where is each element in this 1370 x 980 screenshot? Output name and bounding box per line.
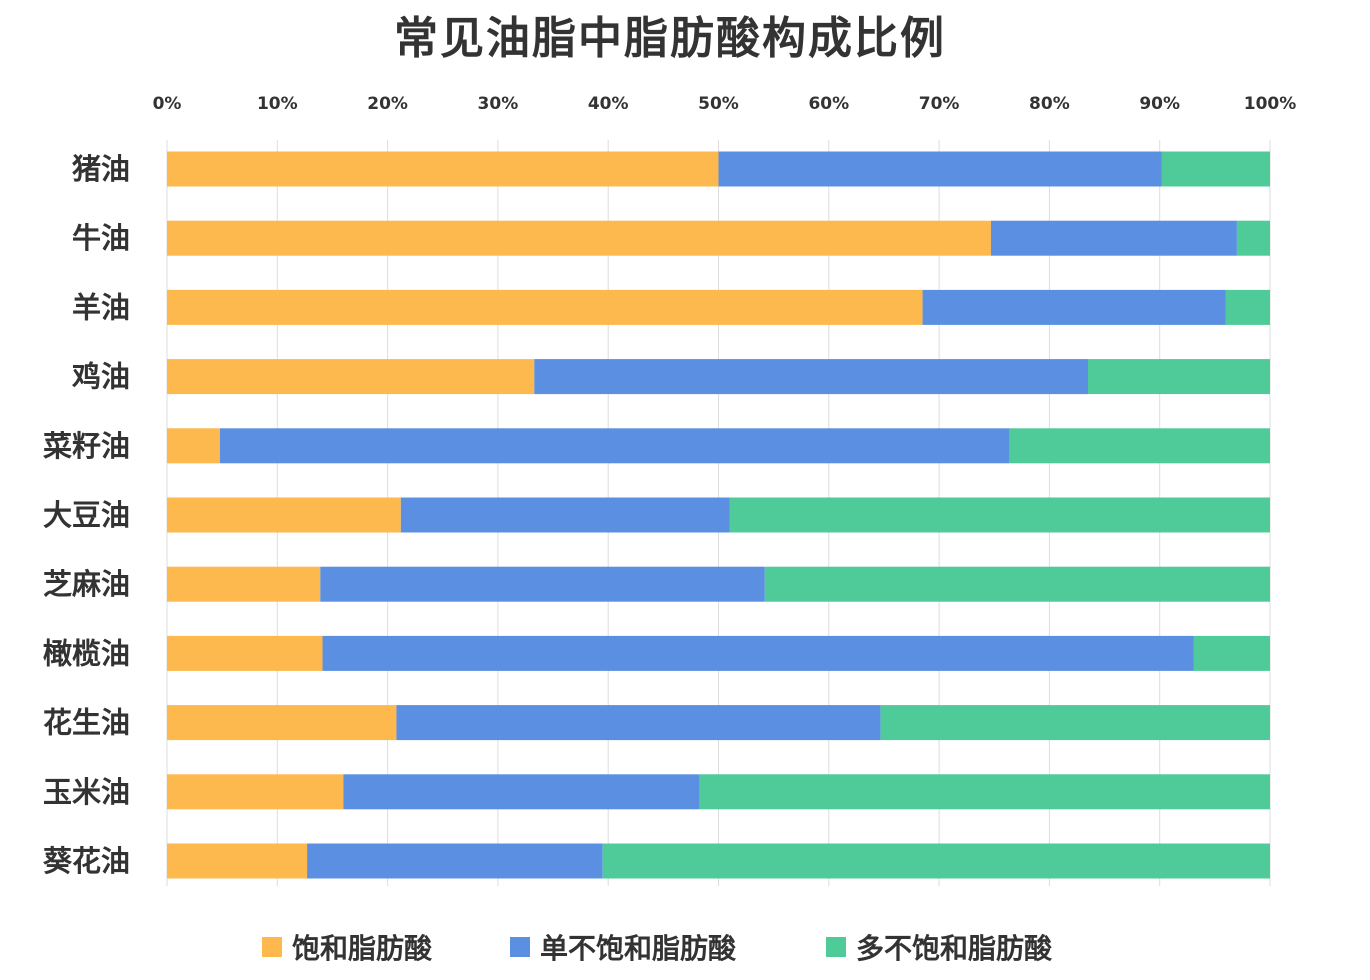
bar-segment — [699, 774, 1270, 810]
x-tick-label: 60% — [808, 94, 849, 114]
bar-segment — [400, 497, 730, 533]
bar-segment — [922, 289, 1226, 325]
bars — [167, 151, 1270, 879]
legend-swatch — [826, 937, 846, 957]
bar-segment — [167, 359, 535, 395]
x-tick-label: 20% — [367, 94, 408, 114]
category-label: 葵花油 — [43, 844, 130, 878]
category-label: 玉米油 — [43, 775, 130, 809]
bar-segment — [764, 566, 1270, 602]
category-label: 芝麻油 — [43, 567, 130, 601]
category-label: 牛油 — [72, 221, 130, 255]
bar-segment — [1161, 151, 1270, 187]
category-label: 花生油 — [43, 706, 130, 740]
bar-segment — [1225, 289, 1270, 325]
x-tick-label: 80% — [1029, 94, 1070, 114]
x-tick-label: 30% — [478, 94, 519, 114]
bar-segment — [534, 359, 1089, 395]
category-label: 菜籽油 — [43, 429, 130, 463]
bar-segment — [343, 774, 700, 810]
legend-label: 饱和脂肪酸 — [292, 932, 433, 965]
bar-segment — [167, 705, 397, 741]
category-label: 鸡油 — [72, 360, 130, 394]
bar-segment — [880, 705, 1270, 741]
bar-segment — [167, 497, 401, 533]
bar-segment — [602, 843, 1270, 879]
bar-segment — [167, 843, 308, 879]
legend-swatch — [262, 937, 282, 957]
category-label: 橄榄油 — [43, 636, 130, 670]
bar-segment — [1193, 635, 1270, 671]
category-label: 羊油 — [72, 290, 130, 324]
bar-segment — [167, 635, 323, 671]
legend: 饱和脂肪酸 单不饱和脂肪酸 多不饱和脂肪酸 — [262, 932, 1053, 965]
bar-segment — [729, 497, 1270, 533]
x-tick-label: 90% — [1139, 94, 1180, 114]
bar-segment — [396, 705, 881, 741]
x-tick-label: 100% — [1244, 94, 1297, 114]
legend-swatch — [510, 937, 530, 957]
x-tick-label: 0% — [153, 94, 182, 114]
bar-segment — [307, 843, 603, 879]
category-label: 大豆油 — [43, 498, 130, 532]
legend-label: 多不饱和脂肪酸 — [856, 932, 1053, 965]
bar-segment — [322, 635, 1194, 671]
bar-segment — [990, 220, 1237, 256]
category-label: 猪油 — [72, 152, 130, 186]
bar-segment — [320, 566, 765, 602]
bar-segment — [1088, 359, 1270, 395]
bar-segment — [1009, 428, 1270, 464]
x-tick-label: 70% — [919, 94, 960, 114]
bar-segment — [167, 566, 321, 602]
bar-segment — [1236, 220, 1270, 256]
x-tick-label: 50% — [698, 94, 739, 114]
bar-segment — [167, 220, 991, 256]
bar-segment — [219, 428, 1010, 464]
x-tick-label: 10% — [257, 94, 298, 114]
bar-segment — [167, 151, 719, 187]
bar-segment — [167, 428, 220, 464]
bar-segment — [167, 774, 344, 810]
bar-segment — [718, 151, 1162, 187]
bar-segment — [167, 289, 923, 325]
chart-title: 常见油脂中脂肪酸构成比例 — [394, 13, 946, 64]
x-axis-ticks: 0% 10% 20% 30% 40% 50% 60% 70% 80% 90% 100% — [153, 94, 1297, 114]
x-tick-label: 40% — [588, 94, 629, 114]
legend-label: 单不饱和脂肪酸 — [540, 932, 737, 965]
